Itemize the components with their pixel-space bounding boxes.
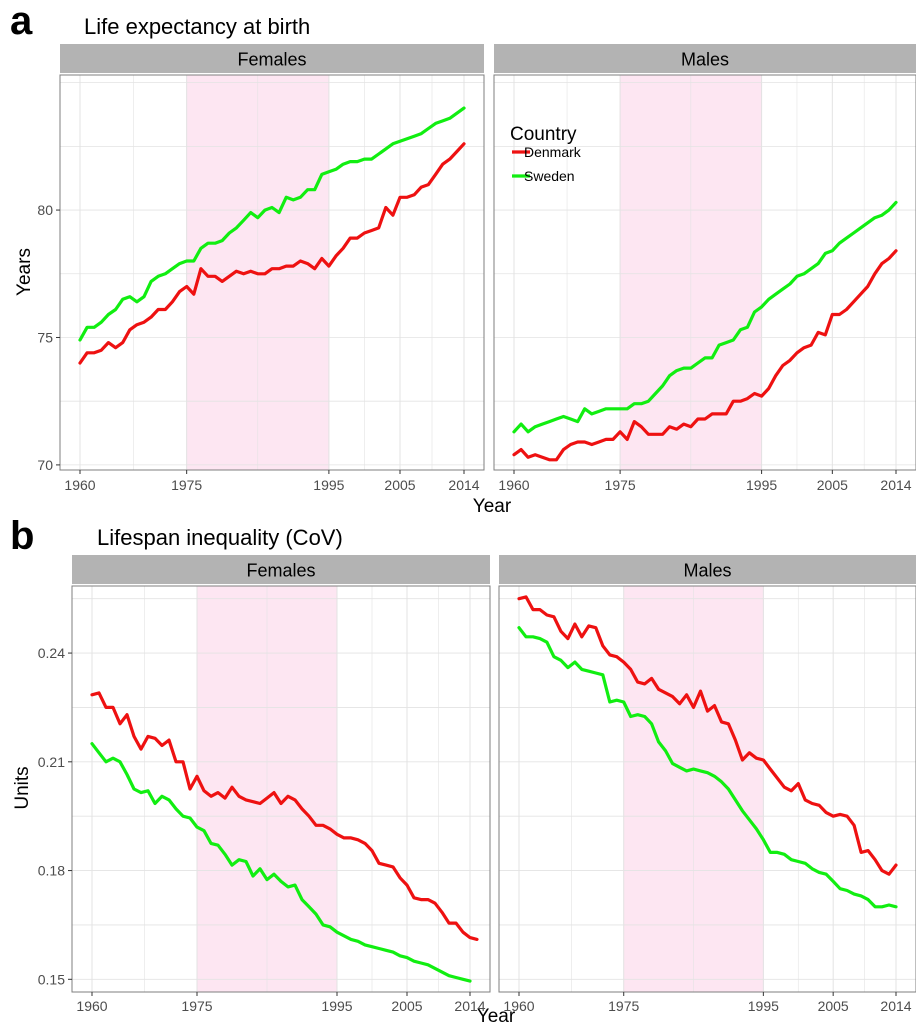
chart-title-b: Lifespan inequality (CoV) (97, 525, 343, 550)
facet-strip-a-females (60, 44, 484, 73)
panel-border-a-males (493, 74, 916, 471)
facet-strip-a-males (494, 44, 916, 73)
facet-strip-b-males (499, 555, 916, 584)
x-tick-label-b-females: 1995 (321, 998, 352, 1014)
x-tick-label-b-females: 1975 (181, 998, 212, 1014)
panel-border-b-males (498, 585, 916, 993)
chart-title-a: Life expectancy at birth (84, 14, 310, 39)
legend-label-denmark: Denmark (524, 144, 582, 160)
x-tick-label-a-females: 1975 (171, 477, 202, 493)
panel-border-a-females (59, 74, 485, 471)
series-line-denmark-b-females (90, 691, 479, 942)
y-tick-label-b-females: 0.24 (38, 645, 65, 661)
x-axis-title-a: Year (473, 496, 512, 517)
y-tick-label-b-females: 0.18 (38, 863, 65, 879)
panel-border-b-females (71, 585, 491, 993)
x-tick-label-a-males: 2005 (817, 477, 848, 493)
facet-strip-b-females (72, 555, 490, 584)
facet-label-b-females: Females (246, 561, 315, 581)
facet-label-a-males: Males (681, 50, 729, 70)
x-tick-label-b-females: 2005 (391, 998, 422, 1014)
x-tick-label-a-males: 1975 (605, 477, 636, 493)
x-tick-label-a-females: 1960 (64, 477, 95, 493)
series-line-sweden-b-males (517, 626, 898, 909)
y-tick-label-a-females: 75 (37, 329, 53, 345)
x-tick-label-a-males: 1960 (498, 477, 529, 493)
x-tick-label-b-males: 1975 (608, 998, 639, 1014)
series-line-denmark-a-females (78, 142, 466, 365)
y-tick-label-a-females: 80 (37, 202, 53, 218)
x-tick-label-b-males: 1995 (748, 998, 779, 1014)
y-tick-label-b-females: 0.21 (38, 754, 65, 770)
x-tick-label-a-males: 2014 (880, 477, 911, 493)
legend-title: Country (510, 124, 577, 145)
y-tick-label-b-females: 0.15 (38, 971, 65, 987)
legend-label-sweden: Sweden (524, 168, 575, 184)
x-tick-label-a-males: 1995 (746, 477, 777, 493)
panel-letter-a: a (10, 0, 33, 43)
series-line-sweden-a-males (512, 200, 898, 434)
x-tick-label-a-females: 2005 (384, 477, 415, 493)
x-axis-title-b: Year (477, 1006, 516, 1023)
y-axis-title-a: Years (14, 248, 35, 296)
panel-letter-b: b (10, 514, 34, 558)
x-tick-label-b-females: 2014 (454, 998, 485, 1014)
x-tick-label-a-females: 1995 (313, 477, 344, 493)
series-line-denmark-a-males (512, 249, 898, 462)
x-tick-label-b-males: 2014 (880, 998, 911, 1014)
y-axis-title-b: Units (12, 766, 33, 809)
x-tick-label-a-females: 2014 (448, 477, 479, 493)
facet-label-b-males: Males (683, 561, 731, 581)
facet-label-a-females: Females (237, 50, 306, 70)
series-line-sweden-b-females (90, 742, 472, 983)
x-tick-label-b-females: 1960 (76, 998, 107, 1014)
x-tick-label-b-males: 2005 (818, 998, 849, 1014)
series-line-denmark-b-males (517, 595, 898, 876)
x-tick-label-b-males: 1960 (503, 998, 534, 1014)
series-line-sweden-a-females (78, 106, 466, 342)
y-tick-label-a-females: 70 (37, 457, 53, 473)
